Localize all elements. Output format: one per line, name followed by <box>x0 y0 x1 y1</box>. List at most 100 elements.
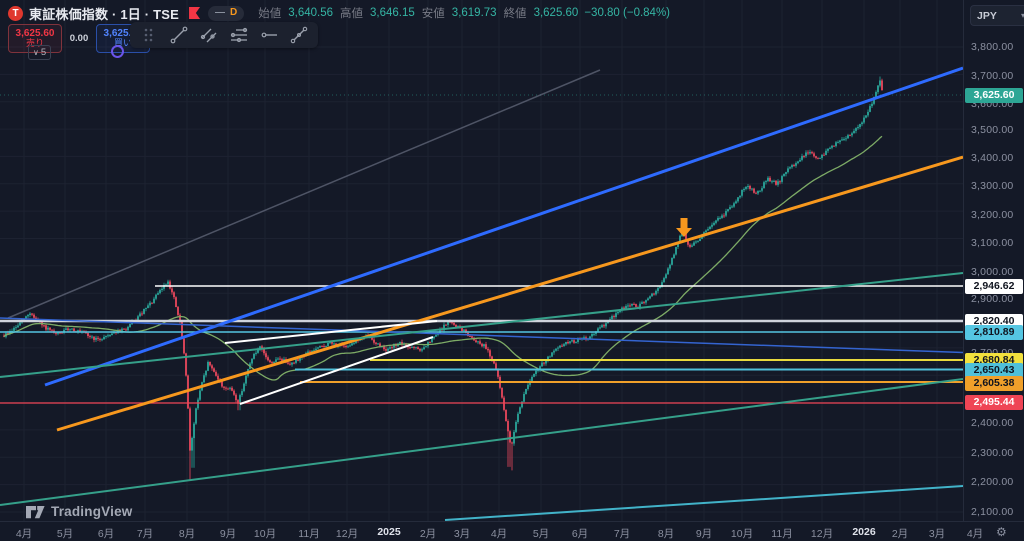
time-tick: 3月 <box>928 528 946 540</box>
time-tick: 6月 <box>571 528 589 540</box>
time-tick: 8月 <box>657 528 675 540</box>
time-tick: 4月 <box>15 528 33 540</box>
trend-orange[interactable] <box>56 155 963 432</box>
channel-teal-lower[interactable] <box>0 378 963 506</box>
price-level-tag: 2,650.43 <box>965 362 1023 378</box>
ohlc-value: 3,646.15 <box>370 7 415 19</box>
time-tick: 2025 <box>377 526 401 538</box>
symbol-title[interactable]: 東証株価指数 · 1日 · TSE <box>29 6 180 22</box>
price-level-tag: 2,495.44 <box>965 394 1023 410</box>
pill-dash-icon: — <box>215 7 226 18</box>
price-tick: 3,200.00 <box>971 209 1014 221</box>
time-tick: 4月 <box>966 528 984 540</box>
symbol-legend: T 東証株価指数 · 1日 · TSE — D 始値 3,640.56 高値 3,64… <box>8 4 670 22</box>
bar-count-value: 5 <box>40 47 47 58</box>
time-tick: 7月 <box>136 528 154 540</box>
time-axis[interactable]: ⚙ 4月 5月 6月 7月 8月 9月 10月 11月 12月 2025 2月 3月 4月 5月 6月 7月 8… <box>0 521 1024 541</box>
change-value: −30.80 (−0.84%) <box>584 7 670 19</box>
drag-handle-icon[interactable] <box>136 24 162 46</box>
replay-ring-icon[interactable] <box>111 45 124 58</box>
moving-average-line <box>3 135 883 381</box>
price-tick: 2,300.00 <box>971 447 1014 459</box>
time-tick: 9月 <box>695 528 713 540</box>
price-axis[interactable]: 3,800.00 3,700.00 3,600.00 3,500.00 3,400.00… <box>963 0 1024 521</box>
drawing-toolbar <box>130 22 318 48</box>
time-tick: 2月 <box>419 528 437 540</box>
trend-line-icon[interactable] <box>166 24 192 46</box>
time-tick: 5月 <box>532 528 550 540</box>
price-tick: 2,100.00 <box>971 506 1014 518</box>
wedge-white-lower[interactable] <box>239 336 434 405</box>
down-candle-wicks <box>3 78 883 480</box>
currency-dropdown[interactable]: JPY ▾ <box>970 5 1024 26</box>
ohlc-value: 3,619.73 <box>451 7 497 19</box>
time-tick: 12月 <box>335 528 359 540</box>
chart-pane[interactable] <box>0 0 963 521</box>
price-tick: 3,400.00 <box>971 152 1014 164</box>
spread-value: 0.00 <box>69 33 89 44</box>
trend-gray[interactable] <box>7 69 601 319</box>
time-tick: 11月 <box>298 528 320 540</box>
ohlc-value: 3,640.56 <box>288 7 334 19</box>
price-level-tag: 2,810.89 <box>965 324 1023 340</box>
price-tick: 3,100.00 <box>971 237 1014 249</box>
time-tick: 7月 <box>613 528 631 540</box>
price-tick: 2,200.00 <box>971 476 1014 488</box>
time-tick: 10月 <box>730 528 754 540</box>
chart-style-icon[interactable] <box>189 7 201 19</box>
channel-teal-upper[interactable] <box>0 272 963 378</box>
interval-letter: D <box>230 7 238 18</box>
ohlc-value: 3,625.60 <box>533 7 579 19</box>
price-tick: 3,700.00 <box>971 70 1014 82</box>
wedge-white-upper[interactable] <box>224 320 438 344</box>
price-tick: 2,900.00 <box>971 293 1014 305</box>
sell-label: 売り <box>25 38 44 49</box>
horizontal-lines-icon[interactable] <box>226 24 252 46</box>
ohlc-label: 始値 <box>258 8 282 20</box>
buy-label: 買い <box>113 38 132 49</box>
axis-settings-gear-icon[interactable]: ⚙ <box>996 525 1007 539</box>
price-tick: 3,500.00 <box>971 124 1014 136</box>
ohlc-values: 始値 3,640.56 高値 3,646.15 安値 3,619.73 終値 3,625.60 <box>258 5 578 21</box>
trend-blue-major[interactable] <box>44 66 963 387</box>
ohlc-label: 終値 <box>503 8 527 20</box>
down-arrow-marker[interactable] <box>676 218 692 237</box>
time-tick: 2026 <box>852 526 876 538</box>
info-line-icon[interactable] <box>286 24 312 46</box>
trend-cyan-low[interactable] <box>444 485 963 521</box>
price-tick: 3,800.00 <box>971 41 1014 53</box>
bar-count-button[interactable]: ∨ 5 <box>28 45 52 60</box>
time-tick: 10月 <box>253 528 277 540</box>
time-tick: 3月 <box>453 528 471 540</box>
bar-count-caret-icon: ∨ <box>33 48 39 57</box>
symbol-logo: T <box>8 5 23 21</box>
buy-price: 3,625.60 <box>103 27 143 39</box>
currency-label: JPY <box>977 9 997 22</box>
parallel-channel-icon[interactable] <box>196 24 222 46</box>
price-level-tag: 2,605.38 <box>965 375 1023 391</box>
time-tick: 2月 <box>891 528 909 540</box>
trend-blue-minor[interactable] <box>0 317 963 354</box>
time-tick: 9月 <box>219 528 237 540</box>
time-tick: 5月 <box>56 528 74 540</box>
price-tick: 2,400.00 <box>971 417 1014 429</box>
time-tick: 6月 <box>97 528 115 540</box>
price-tick: 3,300.00 <box>971 180 1014 192</box>
chart-canvas-svg <box>0 0 963 521</box>
ohlc-label: 高値 <box>340 8 364 20</box>
horizontal-ray-icon[interactable] <box>256 24 282 46</box>
time-tick: 12月 <box>810 528 834 540</box>
price-level-tag: 2,946.62 <box>965 278 1023 294</box>
time-tick: 8月 <box>178 528 196 540</box>
tradingview-mark-icon <box>26 506 45 519</box>
interval-pill[interactable]: — D <box>208 5 245 21</box>
tradingview-logo[interactable]: TradingView <box>26 503 132 520</box>
price-level-tag: 3,625.60 <box>965 87 1023 103</box>
ohlc-label: 安値 <box>421 8 445 20</box>
sell-button[interactable]: 3,625.60 売り <box>8 24 62 53</box>
sell-price: 3,625.60 <box>15 27 55 39</box>
price-tick: 3,000.00 <box>971 266 1014 278</box>
time-tick: 11月 <box>771 528 793 540</box>
chevron-down-icon: ▾ <box>1020 11 1024 20</box>
